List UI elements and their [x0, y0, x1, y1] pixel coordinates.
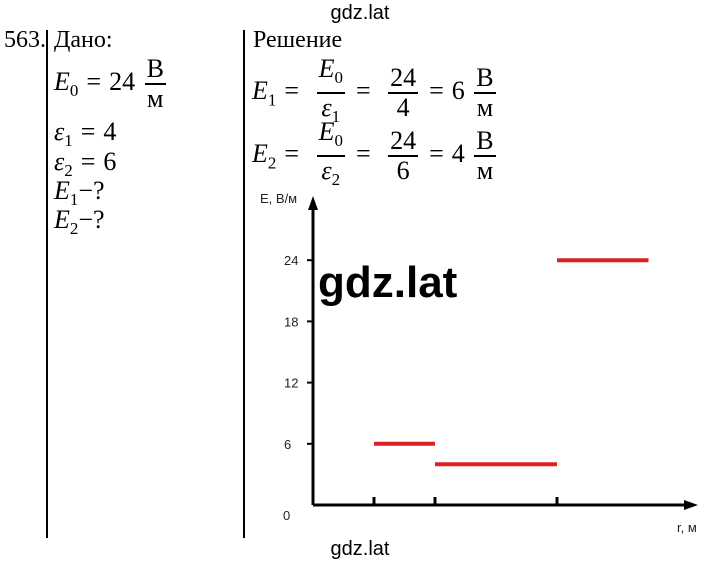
y-axis-label: E, В/м [260, 191, 297, 206]
origin-label: 0 [283, 508, 290, 523]
unit-denominator: м [144, 83, 166, 113]
watermark-bottom: gdz.lat [330, 538, 390, 560]
y-tick-label: 12 [284, 376, 298, 391]
y-tick-label: 6 [284, 437, 291, 452]
problem-number: 563. [4, 27, 46, 53]
unit-numerator: В [146, 54, 164, 83]
x-axis-label: r, м [677, 520, 697, 535]
find-e2: E2−? [54, 205, 105, 239]
middle-column-divider [243, 30, 245, 538]
left-column-divider [46, 30, 48, 538]
given-eps1: ε1 = 4 [54, 117, 117, 151]
x-axis-arrow [684, 500, 698, 510]
watermark-top: gdz.lat [330, 2, 390, 24]
solution-heading: Решение [253, 27, 343, 53]
y-tick-label: 24 [284, 253, 298, 268]
y-tick-label: 18 [284, 314, 298, 329]
watermark-center: gdz.lat [318, 258, 458, 307]
given-eps2: ε2 = 6 [54, 147, 117, 181]
find-e1: E1−? [54, 176, 105, 210]
y-axis-arrow [308, 196, 318, 210]
given-heading: Дано: [54, 27, 113, 53]
